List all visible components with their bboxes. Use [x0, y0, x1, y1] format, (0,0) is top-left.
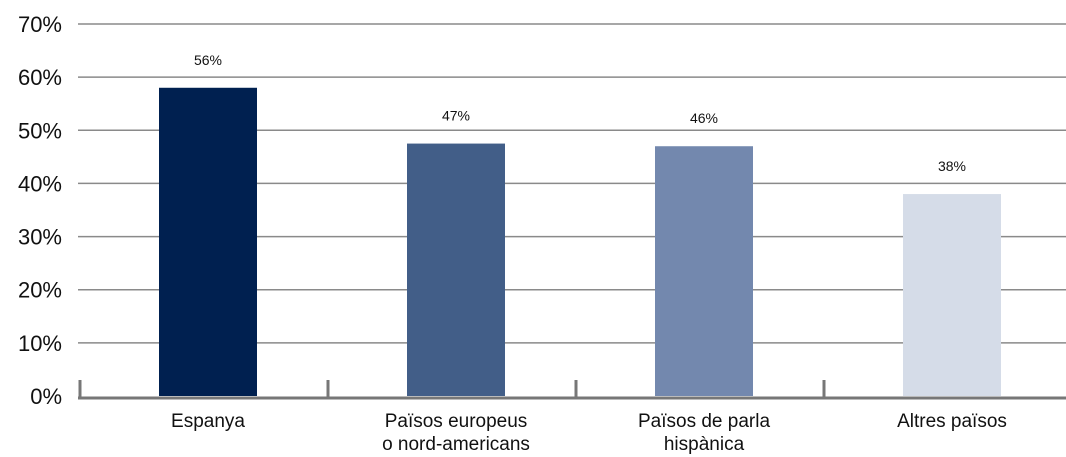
bar-2 [655, 146, 753, 396]
bar-0 [159, 87, 257, 397]
data-label-2: 46% [690, 110, 718, 126]
bar-3 [903, 194, 1001, 396]
bar-1 [407, 143, 505, 396]
data-label-3: 38% [938, 158, 966, 174]
y-tick-label: 40% [18, 171, 62, 196]
data-label-1: 47% [442, 108, 470, 124]
y-tick-label: 30% [18, 225, 62, 250]
y-tick-label: 50% [18, 118, 62, 143]
y-tick-label: 20% [18, 278, 62, 303]
x-axis [78, 380, 1066, 400]
y-tick-label: 70% [18, 12, 62, 37]
x-axis-tick-labels: Espanya Països europeus o nord-americans Pa… [171, 411, 1007, 455]
y-tick-label: 0% [30, 384, 62, 409]
y-axis-tick-labels: 0% 10% 20% 30% 40% 50% 60% 70% [18, 12, 62, 409]
x-tick-label-2: Països de parla hispànica [638, 411, 770, 455]
bars [159, 87, 1001, 397]
y-tick-label: 10% [18, 331, 62, 356]
x-tick-label-3: Altres països [897, 411, 1007, 432]
data-labels: 56% 47% 46% 38% [194, 52, 966, 174]
y-tick-label: 60% [18, 65, 62, 90]
x-tick-label-0: Espanya [171, 411, 245, 432]
x-tick-label-1: Països europeus o nord-americans [382, 411, 530, 455]
data-label-0: 56% [194, 52, 222, 68]
